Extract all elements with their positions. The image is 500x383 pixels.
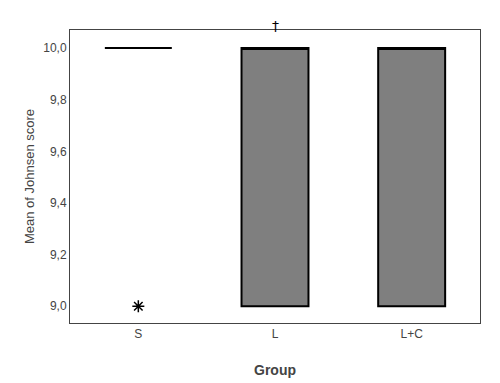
- svg-text:L+C: L+C: [400, 327, 423, 341]
- svg-text:L: L: [272, 327, 279, 341]
- svg-text:9,2: 9,2: [50, 248, 67, 262]
- svg-text:9,6: 9,6: [50, 145, 67, 159]
- svg-text:9,0: 9,0: [50, 299, 67, 313]
- svg-text:†: †: [272, 18, 279, 34]
- svg-text:9,8: 9,8: [50, 93, 67, 107]
- svg-text:Mean of Johnsen score: Mean of Johnsen score: [22, 109, 37, 244]
- svg-text:9,4: 9,4: [50, 196, 67, 210]
- svg-text:Group: Group: [254, 362, 296, 378]
- svg-text:S: S: [134, 327, 142, 341]
- svg-text:10,0: 10,0: [43, 41, 67, 55]
